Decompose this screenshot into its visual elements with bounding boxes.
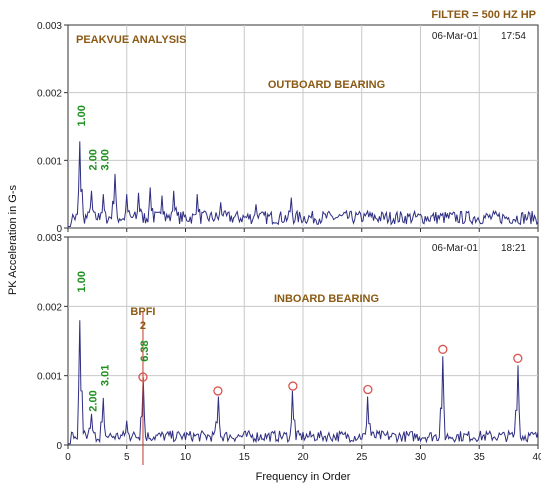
y-tick-label: 0	[56, 224, 62, 235]
y-tick-label: 0.002	[37, 302, 62, 313]
harmonic-marker	[438, 344, 448, 354]
x-tick-label: 30	[415, 452, 427, 463]
harmonic-marker	[288, 381, 298, 391]
panel-title: PEAKVUE ANALYSIS	[76, 34, 186, 46]
x-tick-label: 35	[474, 452, 486, 463]
spectrum-line-top	[68, 141, 539, 227]
y-tick-label: 0.002	[37, 89, 62, 100]
y-tick-label: 0	[56, 441, 62, 452]
y-tick-label: 0.001	[37, 156, 62, 167]
peak-annotation: 6.38	[139, 340, 151, 361]
peak-annotation: 1.00	[76, 105, 88, 126]
x-axis-title: Frequency in Order	[256, 471, 351, 483]
peak-annotation: 2.00	[88, 390, 100, 411]
panel-time: 17:54	[501, 31, 526, 42]
harmonic-marker	[138, 372, 148, 382]
panel-time: 18:21	[501, 243, 526, 254]
bpfi-sublabel: 2	[140, 320, 146, 332]
y-tick-label: 0.003	[37, 21, 62, 32]
x-tick-label: 20	[297, 452, 309, 463]
panel-date: 06-Mar-01	[432, 243, 479, 254]
x-tick-label: 10	[180, 452, 192, 463]
panel-subtitle-top: OUTBOARD BEARING	[268, 79, 385, 91]
panel-subtitle-bottom: INBOARD BEARING	[274, 293, 379, 305]
panel-date: 06-Mar-01	[432, 31, 479, 42]
harmonic-marker	[363, 384, 373, 395]
peak-annotation: 2.00	[88, 149, 100, 170]
bpfi-label: BPFI	[130, 306, 155, 318]
x-tick-label: 0	[65, 452, 71, 463]
y-tick-label: 0.003	[37, 233, 62, 244]
x-tick-label: 15	[239, 452, 251, 463]
x-tick-label: 25	[356, 452, 368, 463]
spectrum-line-bottom	[68, 320, 539, 445]
x-tick-label: 5	[124, 452, 130, 463]
peak-annotation: 3.01	[99, 365, 111, 386]
y-axis-title: PK Acceleration in G-s	[7, 184, 19, 295]
peak-annotation: 1.00	[76, 271, 88, 292]
x-tick-label: 40	[532, 452, 541, 463]
harmonic-marker	[213, 386, 223, 396]
peak-annotation: 3.00	[99, 149, 111, 170]
filter-label: FILTER = 500 HZ HP	[431, 9, 536, 21]
y-tick-label: 0.001	[37, 372, 62, 383]
harmonic-marker	[513, 353, 523, 363]
